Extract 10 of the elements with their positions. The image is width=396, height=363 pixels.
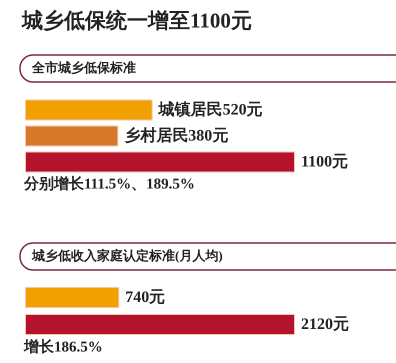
chart-subtitle: 全市城乡低保标准	[31, 60, 136, 75]
data-label: 2120元	[301, 316, 349, 333]
chart-title: 城乡低保统一增至1100元	[21, 8, 252, 32]
data-label: 740元	[125, 289, 166, 306]
text: 分别增长111.5%、189.5%	[23, 176, 195, 192]
data-label: 1100元	[301, 154, 348, 170]
chart-title: 城乡低收入家庭认定标准(月人均)	[31, 248, 223, 263]
data-label: 城镇居民520元	[158, 100, 263, 118]
data-label: 乡村居民380元	[124, 126, 228, 144]
text: 增长186.5%	[23, 338, 103, 356]
